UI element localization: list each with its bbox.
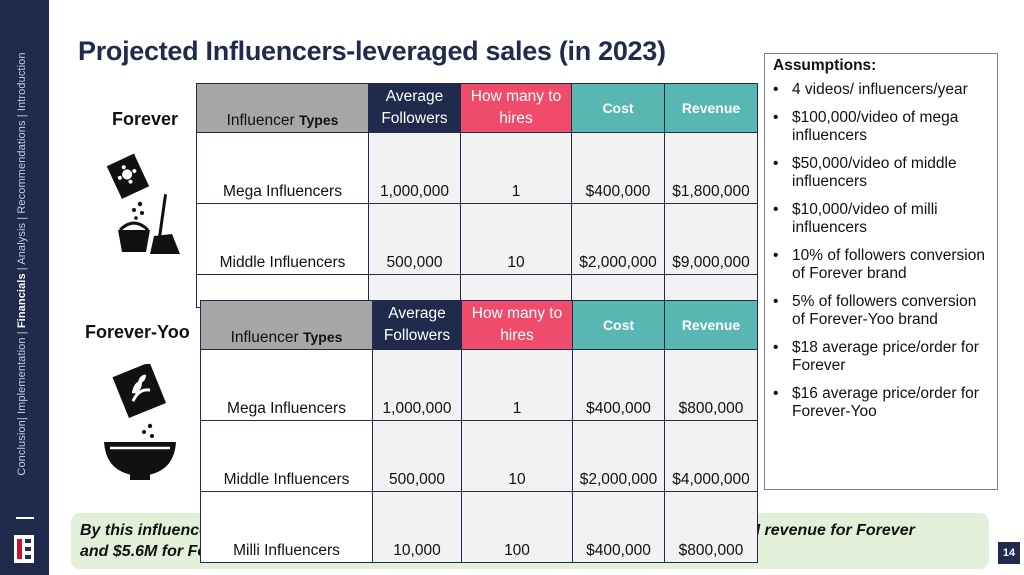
cell-followers: 500,000 [368,203,461,275]
bullet-icon: • [773,81,779,98]
bullet-icon: • [773,292,779,310]
col-header-cost: Cost [572,300,665,350]
bullet-icon: • [773,200,779,218]
cell-type: Milli Influencers [200,491,373,563]
assumptions-title: Assumptions: [773,57,877,74]
col-header-revenue: Revenue [664,83,758,133]
bullet-icon: • [773,384,779,402]
list-item: • $18 average price/order for Forever [773,338,979,375]
cell-type: Middle Influencers [196,203,369,275]
col-header-cost: Cost [571,83,665,133]
cell-followers: 1,000,000 [368,132,461,204]
forever-influencer-table: Influencer Types Average Followers How ma… [196,83,758,308]
cell-followers: 10,000 [372,491,462,563]
table-row: Milli Influencers 10,000 100 $400,000 $8… [200,491,758,563]
table-row: Mega Influencers 1,000,000 1 $400,000 $8… [200,349,758,421]
cell-followers: 1,000,000 [372,349,462,421]
cell-cost: $2,000,000 [571,203,665,275]
bullet-icon: • [773,154,779,172]
nav-item-analysis[interactable]: Analysis [16,222,28,265]
cell-hires: 10 [460,203,572,275]
page-title: Projected Influencers-leveraged sales (i… [78,36,666,66]
cell-revenue: $4,000,000 [664,420,758,492]
list-item: • $10,000/video of milli influencers [773,200,938,237]
assumptions-box: Assumptions: • 4 videos/ influencers/year… [764,53,998,490]
cell-type: Mega Influencers [200,349,373,421]
list-item: • 10% of followers conversion of Forever … [773,246,985,283]
detergent-pour-icon [106,153,180,254]
forever-yoo-influencer-table: Influencer Types Average Followers How ma… [200,300,758,563]
page-number: 14 [998,542,1020,564]
cell-followers: 500,000 [372,420,462,492]
list-item: • $100,000/video of mega influencers [773,108,959,145]
nav-item-recommendations[interactable]: Recommendations [16,120,28,214]
cell-cost: $2,000,000 [572,420,665,492]
col-header-hires: How many to hires [461,300,573,350]
col-header-type: Influencer Types [196,83,369,133]
bullet-icon: • [773,338,779,356]
cell-cost: $400,000 [572,491,665,563]
cell-hires: 100 [461,491,573,563]
list-item: • 4 videos/ influencers/year [773,81,968,98]
cell-revenue: $1,800,000 [664,132,758,204]
col-header-avg-followers: Average Followers [372,300,462,350]
cell-hires: 1 [461,349,573,421]
cell-type: Middle Influencers [200,420,373,492]
list-item: • $50,000/video of middle influencers [773,154,957,191]
section-nav: Conclusion| Implementation | Financials … [16,52,28,476]
assumptions-list: • 4 videos/ influencers/year • $100,000/vi… [773,81,989,422]
col-header-type: Influencer Types [200,300,373,350]
cell-revenue: $800,000 [664,491,758,563]
nav-item-implementation[interactable]: Implementation [16,337,28,415]
col-header-hires: How many to hires [460,83,572,133]
cell-cost: $400,000 [571,132,665,204]
brand-label-forever: Forever [112,109,179,129]
cell-revenue: $9,000,000 [664,203,758,275]
cell-revenue: $800,000 [664,349,758,421]
cell-cost: $400,000 [572,349,665,421]
col-header-avg-followers: Average Followers [368,83,461,133]
nav-item-introduction[interactable]: Introduction [16,52,28,112]
nav-item-conclusion[interactable]: Conclusion [16,420,28,476]
table-row: Middle Influencers 500,000 10 $2,000,000… [196,203,758,275]
table-row: Middle Influencers 500,000 10 $2,000,000… [200,420,758,492]
nav-item-financials[interactable]: Financials [16,273,28,329]
side-navigation: Conclusion| Implementation | Financials … [0,0,49,575]
nav-divider [16,517,34,519]
cell-type: Mega Influencers [196,132,369,204]
list-item: • 5% of followers conversion of Forever-Y… [773,292,977,329]
hand-bowl-pour-icon [104,364,176,480]
cell-hires: 1 [460,132,572,204]
cell-hires: 10 [461,420,573,492]
col-header-revenue: Revenue [664,300,758,350]
bullet-icon: • [773,108,779,126]
bullet-icon: • [773,246,779,264]
list-item: • $16 average price/order for Forever-Yoo [773,384,979,421]
company-logo-icon [14,535,34,563]
table-row: Mega Influencers 1,000,000 1 $400,000 $1… [196,132,758,204]
brand-label-forever-yoo: Forever-Yoo [85,322,190,342]
